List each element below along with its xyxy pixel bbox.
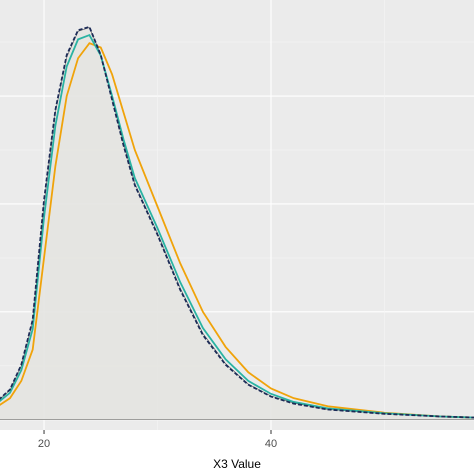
x-axis-label: X3 Value — [213, 457, 261, 471]
x-tick-label: 20 — [38, 438, 50, 450]
density-line — [0, 33, 474, 419]
density-line — [0, 42, 474, 419]
density-line — [0, 25, 474, 419]
x-tick-label: 40 — [265, 438, 277, 450]
